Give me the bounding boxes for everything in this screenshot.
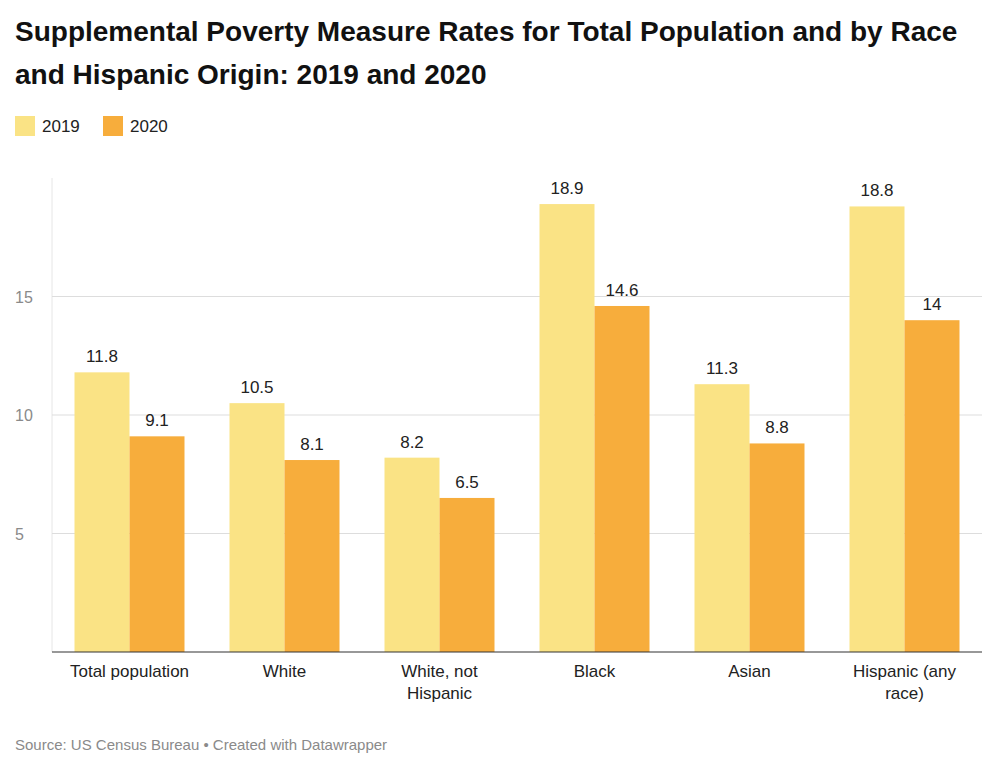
data-label: 11.3: [706, 359, 738, 378]
data-label: 8.2: [400, 433, 424, 452]
data-label: 11.8: [86, 347, 118, 366]
legend-swatch: [15, 116, 35, 136]
legend-label: 2019: [42, 117, 80, 136]
bar: [385, 458, 440, 652]
title: Supplemental Poverty Measure Rates for T…: [15, 10, 985, 96]
y-tick-label: 5: [15, 526, 24, 543]
bar: [230, 403, 285, 652]
legend-label: 2020: [130, 117, 168, 136]
bar: [75, 372, 130, 652]
x-tick-label: Asian: [680, 661, 820, 683]
chart: 2019 2020 5 10 15 11.8 10.5 8.2 18.9 11.3 18.8 9.1 8…: [0, 0, 1000, 776]
bar: [130, 436, 185, 652]
data-label: 9.1: [145, 411, 169, 430]
data-label: 14: [923, 295, 942, 314]
grid-line: [52, 415, 982, 416]
bar: [285, 460, 340, 652]
bar: [750, 443, 805, 652]
x-axis-line: [52, 651, 982, 652]
source-note: Source: US Census Bureau • Created with …: [15, 736, 387, 753]
data-label: 18.9: [550, 179, 583, 198]
x-tick-label: White: [215, 661, 355, 683]
bars: [75, 204, 960, 652]
legend-swatch: [103, 116, 123, 136]
bar: [540, 204, 595, 652]
data-label: 6.5: [455, 473, 479, 492]
y-tick-label: 15: [15, 289, 33, 306]
legend: 2019 2020: [15, 116, 168, 136]
grid-line: [52, 533, 982, 534]
data-label: 8.8: [765, 418, 789, 437]
bar: [440, 498, 495, 652]
data-labels: 11.8 10.5 8.2 18.9 11.3 18.8 9.1 8.1 6.5 14.6 8.8 1…: [86, 179, 941, 492]
grid-line: [52, 296, 982, 297]
x-tick-label: White, not Hispanic: [370, 661, 510, 705]
x-tick-label: Total population: [60, 661, 200, 683]
x-tick-label: Black: [525, 661, 665, 683]
bar: [850, 206, 905, 652]
y-tick-label: 10: [15, 407, 33, 424]
data-label: 14.6: [605, 281, 638, 300]
data-label: 8.1: [300, 435, 324, 454]
bar: [595, 306, 650, 652]
bar: [905, 320, 960, 652]
bar: [695, 384, 750, 652]
data-label: 10.5: [240, 378, 273, 397]
x-tick-label: Hispanic (any race): [835, 661, 975, 705]
data-label: 18.8: [860, 181, 893, 200]
